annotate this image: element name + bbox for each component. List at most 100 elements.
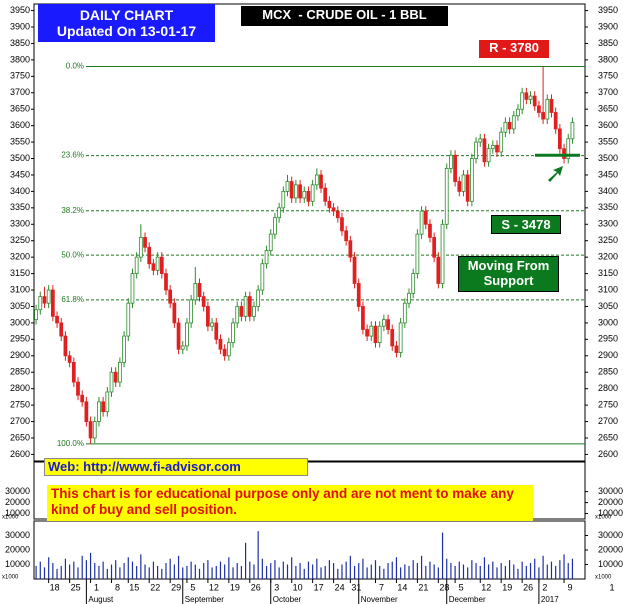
candle-body bbox=[197, 283, 202, 298]
candle-body bbox=[50, 289, 55, 317]
y-tick-label: 3900 bbox=[10, 21, 30, 31]
panel2-tick-label: 20000 bbox=[5, 497, 30, 507]
candle-body bbox=[176, 322, 181, 350]
candle-body bbox=[465, 174, 470, 202]
candle-body bbox=[243, 296, 248, 317]
y-tick-label: 3500 bbox=[598, 153, 618, 163]
candle-body bbox=[105, 391, 110, 413]
candle-body bbox=[331, 207, 336, 212]
candle-body bbox=[118, 361, 122, 383]
candle-body bbox=[423, 210, 428, 225]
web-label: Web: http://www.fi-advisor.com bbox=[44, 458, 308, 476]
candle-body bbox=[193, 283, 198, 301]
candle-body bbox=[168, 289, 173, 304]
x-tick-label: 12 bbox=[209, 582, 219, 592]
candle-body bbox=[214, 322, 219, 340]
note-label: Moving From Support bbox=[458, 256, 559, 292]
candle-body bbox=[222, 348, 227, 357]
y-tick-label: 3950 bbox=[598, 5, 618, 15]
scale-label: x1000 bbox=[595, 515, 612, 521]
x-tick-label: 28 bbox=[439, 582, 449, 592]
y-tick-label: 3200 bbox=[598, 252, 618, 262]
candle-body bbox=[411, 273, 416, 294]
scale-label: x1000 bbox=[2, 575, 19, 581]
candle-body bbox=[260, 263, 265, 291]
y-tick-label: 3400 bbox=[10, 186, 30, 196]
candle-body bbox=[352, 256, 357, 284]
candle-body bbox=[394, 345, 399, 353]
candle-body bbox=[285, 181, 290, 192]
candle-body bbox=[38, 296, 43, 311]
candle-body bbox=[126, 302, 131, 337]
candle-body bbox=[80, 394, 85, 403]
x-tick-label: 19 bbox=[502, 582, 512, 592]
candle-body bbox=[440, 223, 445, 284]
y-tick-label: 3350 bbox=[598, 202, 618, 212]
scale-label: x1000 bbox=[595, 575, 612, 581]
candle-body bbox=[235, 306, 240, 324]
y-tick-label: 3300 bbox=[598, 219, 618, 229]
y-tick-label: 3850 bbox=[10, 38, 30, 48]
candle-body bbox=[566, 138, 571, 159]
candle-body bbox=[340, 217, 344, 232]
volume-tick-label: 30000 bbox=[598, 530, 623, 540]
candle-body bbox=[495, 144, 499, 153]
y-tick-label: 3800 bbox=[10, 54, 30, 64]
x-tick-label: 26 bbox=[251, 582, 261, 592]
fib-label: 50.0% bbox=[61, 250, 84, 259]
candle-body bbox=[478, 138, 483, 143]
x-tick-label: 24 bbox=[335, 582, 345, 592]
candle-body bbox=[71, 361, 76, 383]
candle-body bbox=[327, 200, 332, 209]
scale-label: x1000 bbox=[2, 515, 19, 521]
x-tick-label: 19 bbox=[230, 582, 240, 592]
header-line: Updated On 13-01-17 bbox=[56, 23, 197, 40]
candle-body bbox=[310, 184, 315, 202]
panel2-tick-label: 10000 bbox=[598, 508, 623, 518]
y-tick-label: 2800 bbox=[598, 383, 618, 393]
candle-body bbox=[101, 401, 106, 413]
candle-body bbox=[428, 223, 432, 238]
candle-body bbox=[319, 174, 323, 189]
x-tick-label: 1 bbox=[609, 582, 614, 592]
candle-body bbox=[377, 325, 382, 344]
candle-body bbox=[499, 131, 504, 153]
x-tick-label: 22 bbox=[150, 582, 160, 592]
y-tick-label: 3650 bbox=[598, 104, 618, 114]
y-tick-label: 2950 bbox=[10, 334, 30, 344]
candle-body bbox=[264, 250, 269, 265]
candle-body bbox=[541, 112, 545, 120]
month-label: August bbox=[88, 595, 114, 604]
x-tick-label: 5 bbox=[190, 582, 195, 592]
candle-body bbox=[356, 283, 361, 307]
resistance-label: R - 3780 bbox=[479, 40, 549, 58]
candle-body bbox=[189, 299, 193, 324]
candle-body bbox=[252, 306, 256, 317]
y-tick-label: 2650 bbox=[10, 432, 30, 442]
y-tick-label: 3650 bbox=[10, 104, 30, 114]
candle-body bbox=[553, 112, 558, 130]
y-tick-label: 3700 bbox=[598, 87, 618, 97]
y-tick-label: 3250 bbox=[598, 235, 618, 245]
candle-body bbox=[490, 144, 495, 150]
y-tick-label: 2750 bbox=[10, 399, 30, 409]
candle-body bbox=[63, 335, 68, 357]
y-tick-label: 2750 bbox=[598, 399, 618, 409]
candle-body bbox=[130, 273, 135, 304]
candle-body bbox=[231, 322, 235, 344]
candle-body bbox=[138, 237, 143, 258]
y-tick-label: 3300 bbox=[10, 219, 30, 229]
candle-body bbox=[201, 296, 206, 307]
y-tick-label: 2900 bbox=[598, 350, 618, 360]
y-tick-label: 2600 bbox=[10, 449, 30, 459]
candle-body bbox=[55, 315, 59, 324]
volume-tick-label: 10000 bbox=[598, 559, 623, 569]
volume-tick-label: 10000 bbox=[5, 559, 30, 569]
candle-body bbox=[46, 289, 51, 304]
y-tick-label: 2900 bbox=[10, 350, 30, 360]
candle-body bbox=[444, 167, 449, 225]
y-tick-label: 3000 bbox=[598, 317, 618, 327]
candle-body bbox=[457, 181, 462, 192]
candle-body bbox=[42, 296, 47, 304]
y-tick-label: 2700 bbox=[598, 416, 618, 426]
